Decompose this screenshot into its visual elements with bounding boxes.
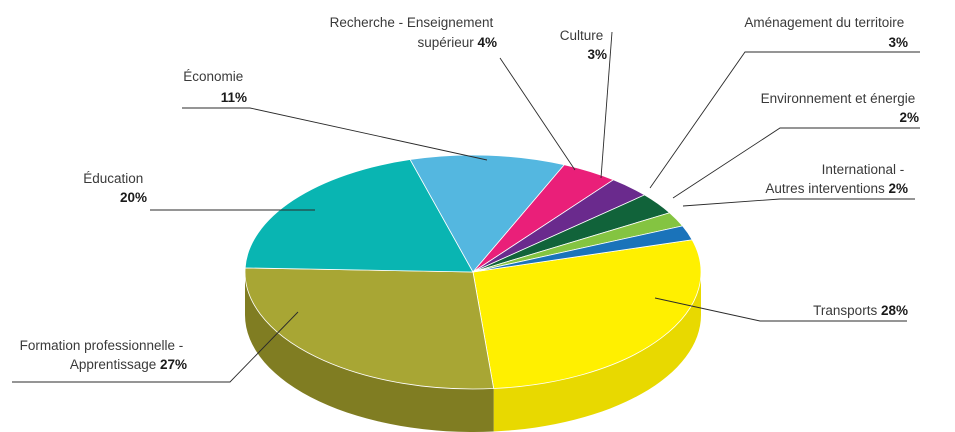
leader-line-economie xyxy=(182,107,488,161)
pie-sides xyxy=(245,272,701,432)
label-economie: Économie 11% xyxy=(183,69,247,105)
slice-formation-professionnelle xyxy=(244,267,495,390)
label-environnement: Environnement et énergie 2% xyxy=(761,91,919,125)
slice-side-formation-professionnelle xyxy=(245,272,494,432)
leader-line-recherche xyxy=(499,57,576,171)
label-international: International - Autres interventions 2% xyxy=(765,162,908,196)
label-transports: Transports 28% xyxy=(813,303,908,318)
leader-lines xyxy=(12,31,920,383)
pie-slices xyxy=(244,154,702,390)
leader-line-formation-professionnelle xyxy=(12,311,299,383)
label-culture: Culture 3% xyxy=(560,28,607,62)
slice-international xyxy=(472,225,693,273)
slice-education xyxy=(244,159,474,273)
leader-line-international xyxy=(682,198,915,207)
label-formation-professionnelle: Formation professionnelle - Apprentissag… xyxy=(20,338,187,372)
leader-line-transports xyxy=(654,297,907,322)
label-amenagement: Aménagement du territoire 3% xyxy=(744,15,908,50)
leader-line-culture xyxy=(600,31,613,179)
label-recherche: Recherche - Enseignement supérieur 4% xyxy=(330,15,497,50)
slice-economie xyxy=(409,154,566,273)
slice-transports xyxy=(472,239,702,389)
leader-line-environnement xyxy=(672,127,920,199)
slice-side-transports xyxy=(493,272,701,432)
leader-line-amenagement xyxy=(649,51,920,189)
label-education: Éducation 20% xyxy=(83,171,147,205)
